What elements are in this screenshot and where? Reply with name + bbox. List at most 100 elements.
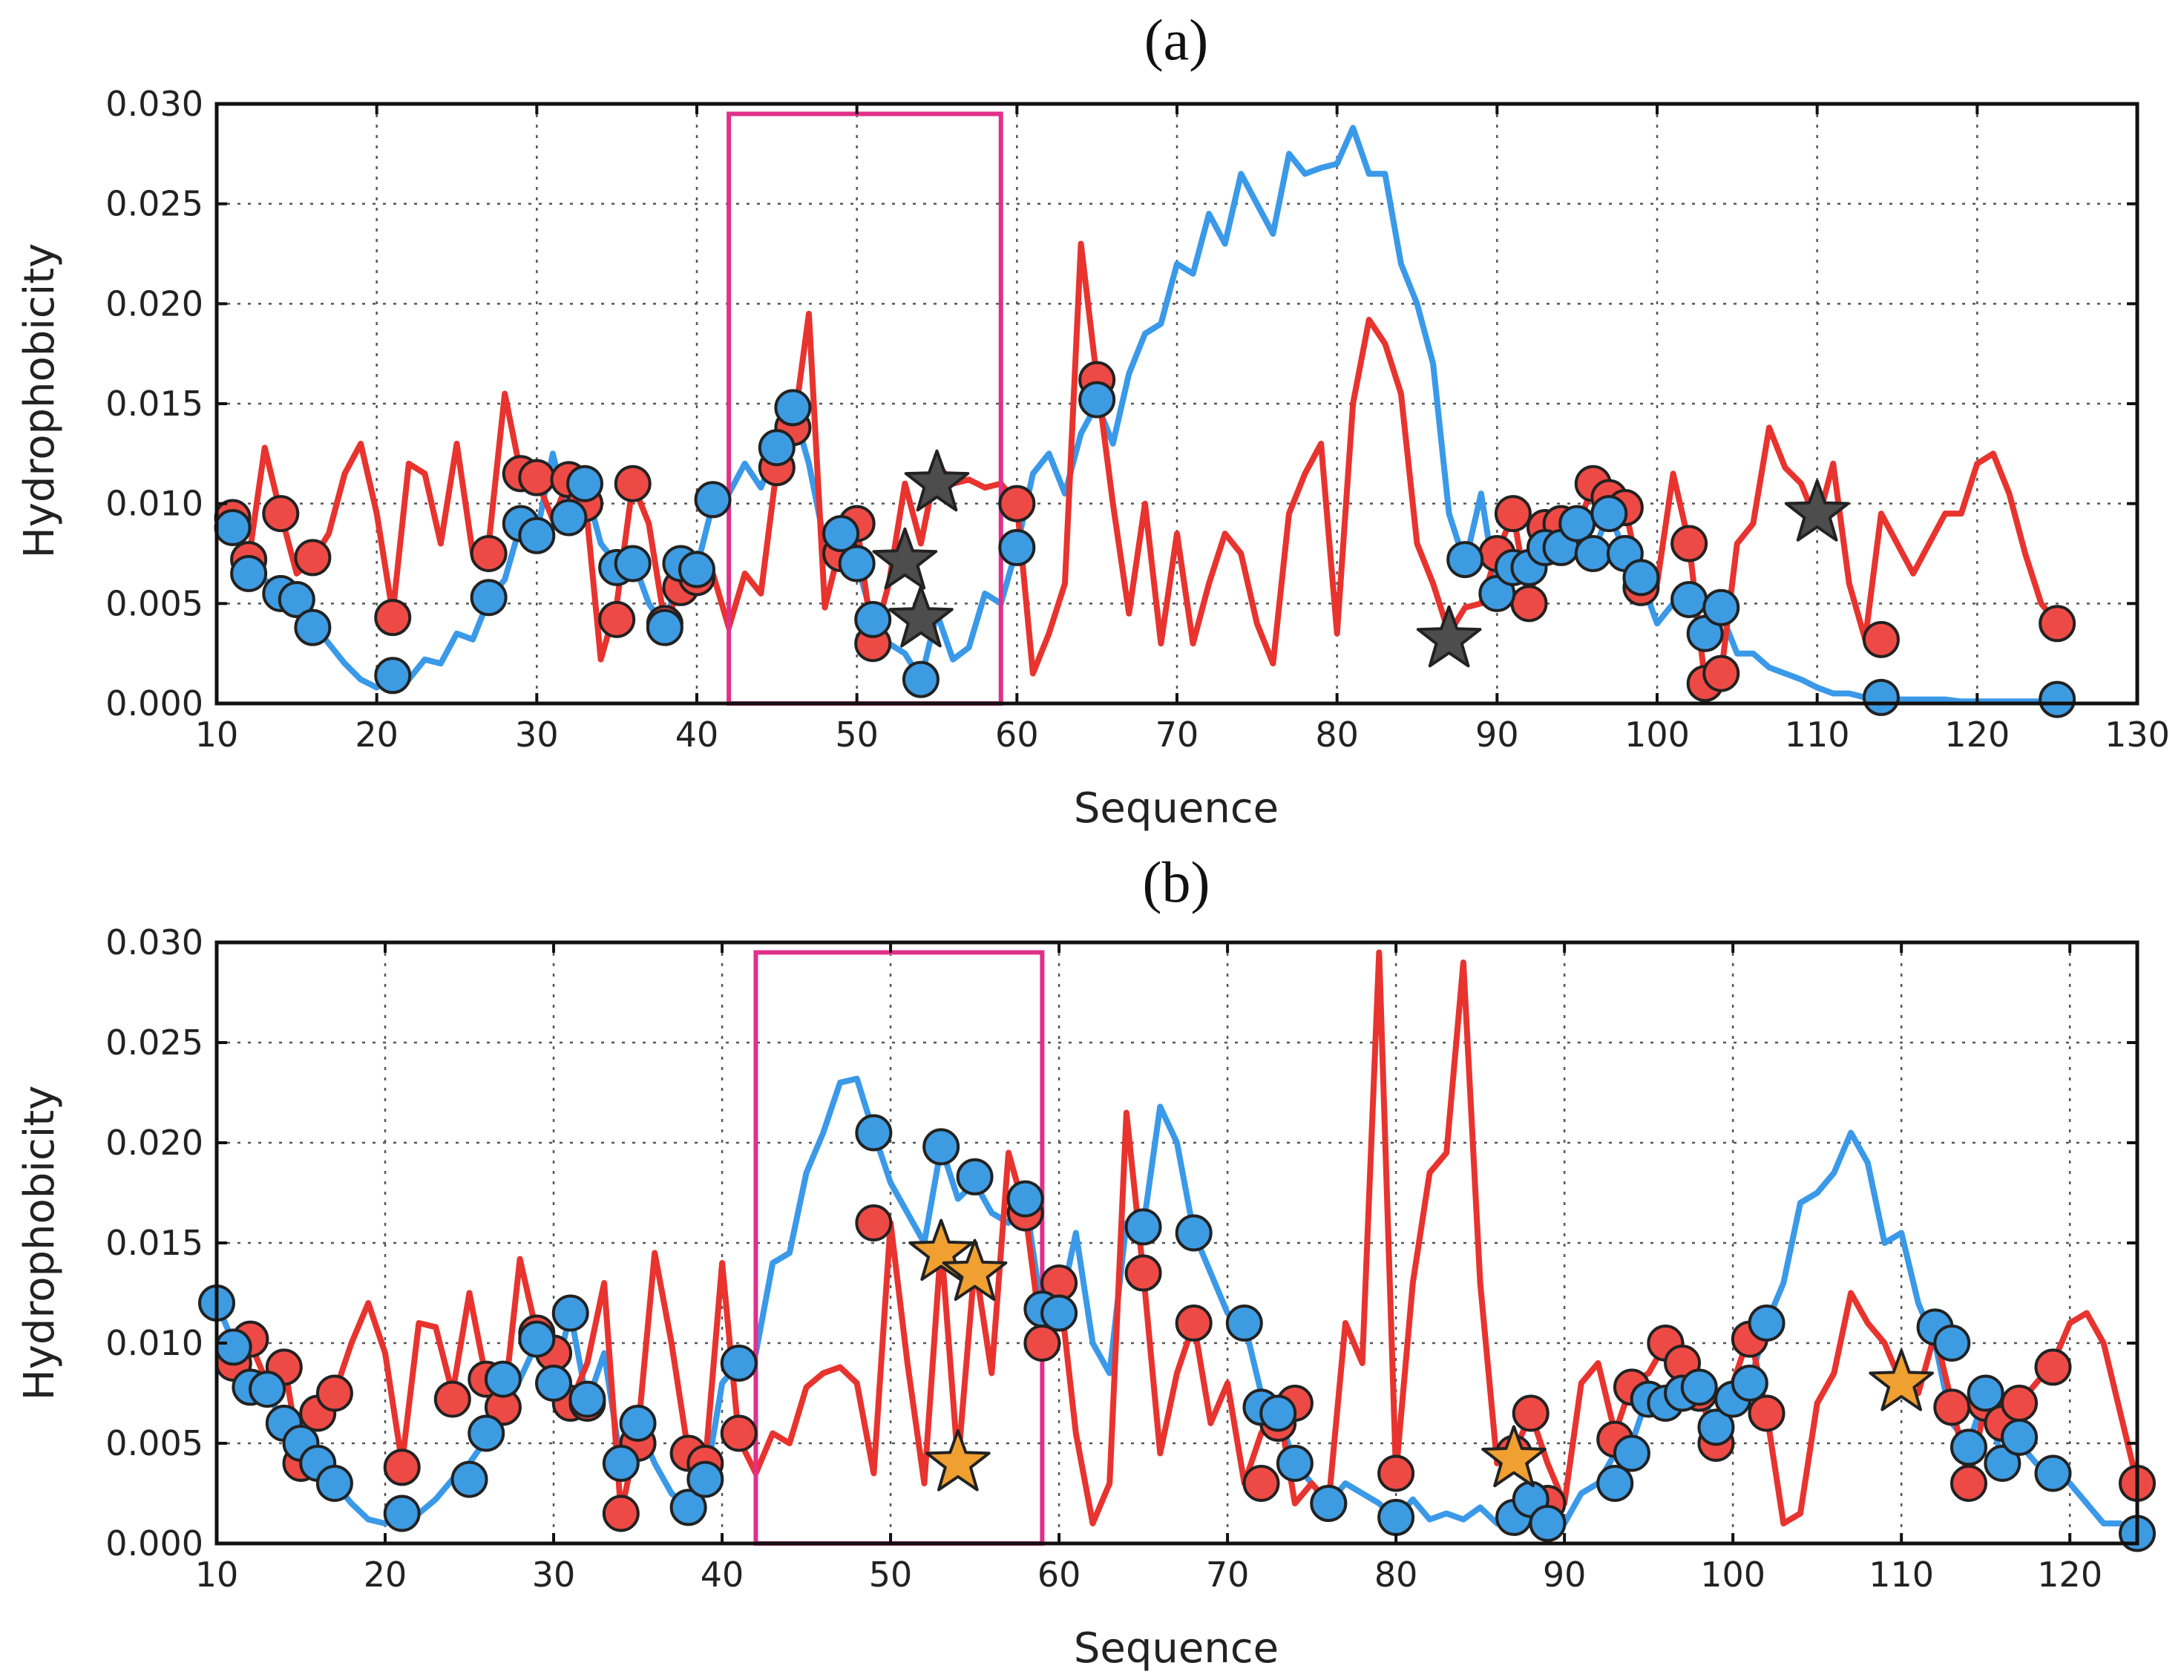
y-tick-label: 0.010 <box>105 484 203 524</box>
star-marker <box>1784 479 1850 542</box>
blue-data-point <box>1377 1498 1415 1536</box>
x-tick-label: 100 <box>1700 1555 1765 1595</box>
blue-data-point <box>1748 1305 1785 1342</box>
red-data-point <box>1377 1454 1415 1492</box>
y-tick-label: 0.020 <box>105 283 203 324</box>
x-tick-label: 10 <box>195 1555 239 1595</box>
x-tick-label: 20 <box>364 1555 407 1595</box>
blue-data-point <box>374 657 412 695</box>
blue-data-point <box>1613 1434 1650 1472</box>
blue-data-point <box>1862 678 1900 716</box>
red-data-point <box>1702 654 1740 692</box>
x-tick-label: 90 <box>1475 715 1519 755</box>
y-tick-label: 0.000 <box>105 683 203 723</box>
x-tick-label: 130 <box>2105 715 2170 755</box>
blue-data-point <box>1680 1368 1718 1406</box>
red-data-point <box>602 1494 640 1532</box>
blue-data-point <box>902 660 939 698</box>
red-data-point <box>2039 605 2076 643</box>
y-tick-label: 0.015 <box>105 384 203 424</box>
red-data-point <box>262 495 300 533</box>
x-tick-label: 110 <box>1869 1555 1934 1595</box>
blue-data-point <box>518 1320 556 1358</box>
red-data-point <box>1242 1465 1280 1502</box>
x-tick-label: 30 <box>515 715 559 755</box>
panel-a-y-axis-label: Hydrophobicity <box>16 243 64 559</box>
blue-data-point <box>1967 1374 2004 1412</box>
x-tick-label: 30 <box>532 1555 576 1595</box>
red-data-point <box>598 600 636 638</box>
red-data-point <box>1494 495 1532 533</box>
blue-data-point <box>720 1345 758 1382</box>
blue-data-point <box>774 389 812 427</box>
x-tick-label: 40 <box>701 1555 744 1595</box>
y-tick-label: 0.025 <box>105 1023 203 1063</box>
blue-data-point <box>1949 1428 1987 1466</box>
panel-a-x-axis-label: Sequence <box>1074 784 1279 833</box>
star-marker <box>888 585 954 648</box>
star-marker <box>872 527 938 590</box>
x-tick-label: 20 <box>355 715 399 755</box>
y-tick-label: 0.000 <box>105 1523 203 1563</box>
red-data-point <box>315 1374 353 1412</box>
blue-data-point <box>614 545 652 583</box>
star-marker <box>1416 605 1482 668</box>
red-data-point <box>2034 1348 2072 1386</box>
red-data-point <box>1124 1254 1162 1292</box>
x-tick-label: 70 <box>1155 715 1199 755</box>
panel-b-label: (b) <box>1143 850 1210 914</box>
blue-data-point <box>383 1494 421 1532</box>
x-tick-label: 80 <box>1315 715 1359 755</box>
blue-data-point <box>1006 1180 1044 1218</box>
red-data-point <box>1748 1394 1785 1432</box>
blue-data-point <box>2001 1418 2039 1456</box>
red-data-point <box>720 1414 758 1452</box>
blue-data-point <box>1225 1305 1263 1342</box>
blue-data-point <box>686 1460 724 1498</box>
red-data-point <box>383 1448 421 1486</box>
blue-data-point <box>1259 1394 1297 1432</box>
star-marker <box>904 449 970 512</box>
blue-data-point <box>2039 680 2076 718</box>
blue-data-point <box>1078 381 1116 419</box>
star-marker <box>925 1429 991 1492</box>
x-tick-label: 120 <box>1944 715 2010 755</box>
blue-data-point <box>1702 588 1740 626</box>
red-data-point <box>1862 620 1900 658</box>
red-data-point <box>1670 525 1708 562</box>
y-tick-label: 0.020 <box>105 1123 203 1163</box>
y-tick-label: 0.030 <box>105 922 203 962</box>
blue-data-point <box>450 1460 488 1498</box>
blue-data-point <box>315 1465 353 1502</box>
red-data-point <box>1023 1325 1061 1362</box>
x-tick-label: 110 <box>1785 715 1850 755</box>
red-data-point <box>614 465 652 502</box>
red-data-point <box>855 1204 893 1241</box>
panel-b-markers <box>198 1114 2156 1552</box>
blue-data-point <box>922 1128 960 1166</box>
blue-data-point <box>1446 541 1484 579</box>
blue-data-point <box>646 608 683 646</box>
blue-data-point <box>1697 1408 1735 1446</box>
blue-data-point <box>566 465 604 502</box>
y-tick-label: 0.025 <box>105 184 203 224</box>
blue-data-point <box>484 1360 522 1398</box>
star-marker <box>908 1218 974 1282</box>
star-marker <box>942 1238 1008 1302</box>
blue-data-point <box>619 1405 657 1442</box>
blue-data-point <box>1670 580 1708 618</box>
blue-data-point <box>214 508 252 546</box>
y-tick-label: 0.030 <box>105 84 203 124</box>
x-tick-label: 100 <box>1624 715 1690 755</box>
blue-data-point <box>214 1328 252 1366</box>
blue-data-point <box>822 515 860 553</box>
blue-data-point <box>1622 559 1660 597</box>
blue-data-point <box>956 1158 994 1195</box>
blue-data-point <box>551 1294 589 1332</box>
red-data-point <box>1175 1305 1213 1342</box>
panel-a: (a) 10 20 30 40 50 60 70 80 90 100 110 120 130 0.000 0… <box>16 7 2170 833</box>
panel-a-label: (a) <box>1144 7 1209 72</box>
red-data-point <box>1510 585 1548 623</box>
